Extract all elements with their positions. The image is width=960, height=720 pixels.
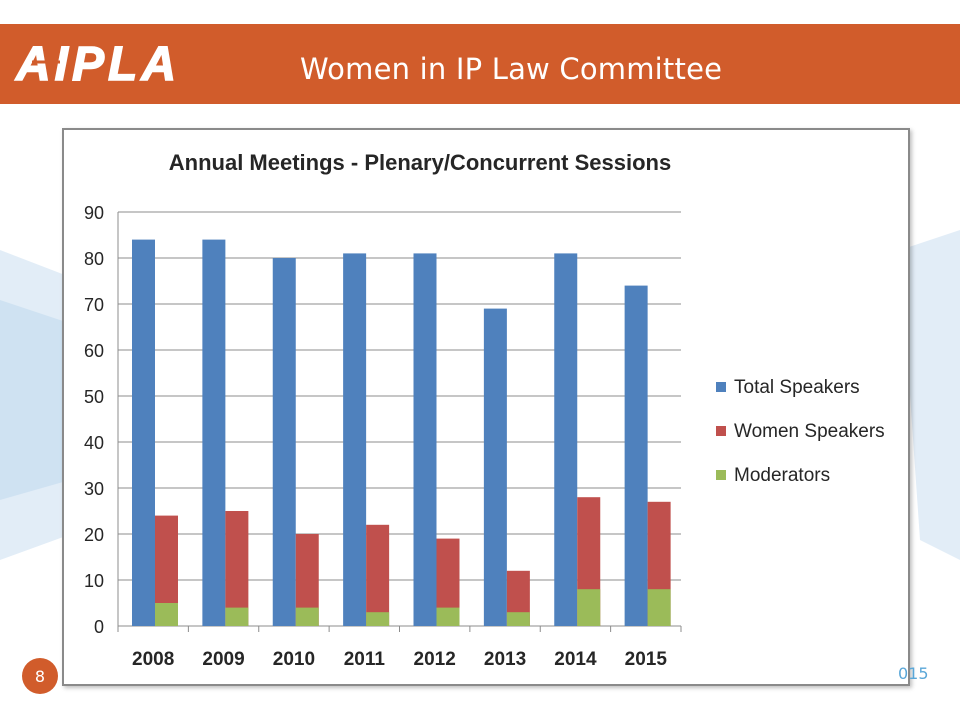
bar-total-speakers <box>413 253 437 626</box>
legend-swatch <box>716 426 726 436</box>
x-tick-label: 2013 <box>484 649 526 670</box>
bar-moderators <box>647 589 671 626</box>
legend-label: Total Speakers <box>734 377 860 398</box>
bar-moderators <box>295 607 319 626</box>
y-tick-label: 90 <box>84 203 104 223</box>
x-tick-label: 2014 <box>554 649 597 670</box>
bar-women-speakers <box>155 515 178 626</box>
bar-moderators <box>366 612 390 626</box>
bar-moderators <box>577 589 601 626</box>
y-tick-label: 10 <box>84 571 104 591</box>
bar-total-speakers <box>132 239 155 626</box>
header-title: Women in IP Law Committee <box>300 52 723 86</box>
bar-total-speakers <box>272 258 296 626</box>
bar-moderators <box>436 607 460 626</box>
bar-moderators <box>506 612 530 626</box>
legend-label: Women Speakers <box>734 421 885 442</box>
bar-total-speakers <box>624 285 648 626</box>
legend-swatch <box>716 382 726 392</box>
aipla-logo: AIPLA <box>14 37 180 90</box>
y-tick-label: 70 <box>84 295 104 315</box>
svg-text:AIPLA: AIPLA <box>15 38 180 90</box>
y-tick-label: 60 <box>84 341 104 361</box>
x-tick-label: 2009 <box>202 649 244 670</box>
bar-women-speakers <box>436 538 460 626</box>
bar-total-speakers <box>343 253 367 626</box>
bar-women-speakers <box>366 524 390 626</box>
y-tick-label: 80 <box>84 249 104 269</box>
chart-title: Annual Meetings - Plenary/Concurrent Ses… <box>168 150 672 175</box>
bar-total-speakers <box>554 253 578 626</box>
x-tick-label: 2012 <box>414 649 456 670</box>
y-tick-label: 50 <box>84 387 104 407</box>
bar-total-speakers <box>202 239 226 626</box>
x-tick-label: 2015 <box>625 649 668 670</box>
y-tick-label: 0 <box>94 617 104 637</box>
bar-women-speakers <box>295 534 319 626</box>
footer-year: 015 <box>898 664 929 683</box>
x-tick-label: 2008 <box>132 649 174 670</box>
header-bar <box>0 24 960 104</box>
bar-women-speakers <box>225 511 249 626</box>
y-tick-label: 20 <box>84 525 104 545</box>
legend-label: Moderators <box>734 465 830 486</box>
x-tick-label: 2010 <box>273 649 315 670</box>
y-tick-label: 40 <box>84 433 104 453</box>
legend-swatch <box>716 470 726 480</box>
bar-moderators <box>155 603 178 626</box>
x-tick-label: 2011 <box>344 649 386 670</box>
y-tick-label: 30 <box>84 479 104 499</box>
bar-total-speakers <box>483 308 507 626</box>
page-number: 8 <box>22 658 58 694</box>
bar-moderators <box>225 607 249 626</box>
